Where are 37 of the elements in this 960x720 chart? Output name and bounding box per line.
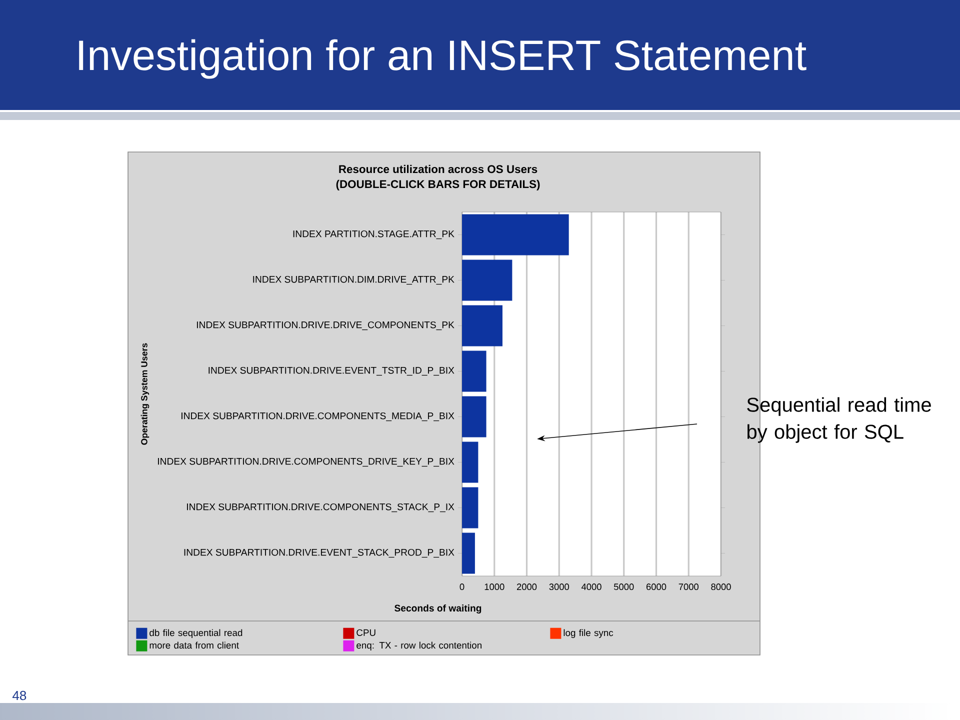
legend-label: log file sync xyxy=(564,629,614,638)
y-tick-label: INDEX SUBPARTITION.DRIVE.COMPONENTS_DRIVE_KEY_P_BIX xyxy=(158,458,454,467)
y-axis-title: Operating System Users xyxy=(140,343,150,445)
bar xyxy=(462,214,569,256)
legend-label: CPU xyxy=(356,629,376,636)
text: 48 xyxy=(12,690,26,700)
y-tick-label: INDEX SUBPARTITION.DRIVE.COMPONENTS_STACK_P_IX xyxy=(187,503,454,512)
bar xyxy=(462,305,502,346)
chart-subtitle: Resource utilization across OS Users xyxy=(339,164,538,174)
bar xyxy=(462,396,486,438)
x-tick-label: 3000 xyxy=(549,584,570,590)
text: (DOUBLE-CLICK BARS FOR DETAILS) xyxy=(336,180,540,190)
x-tick-label: 0 xyxy=(460,584,464,590)
y-tick-label: INDEX SUBPARTITION.DRIVE.EVENT_STACK_PROD_P_BIX xyxy=(184,548,454,558)
x-axis-title: Seconds of waiting xyxy=(394,604,482,614)
text: Sequential read time by object for SQL xyxy=(747,397,931,443)
bar xyxy=(462,350,486,392)
x-tick-label: 1000 xyxy=(484,584,504,590)
x-tick-label: 5000 xyxy=(614,584,634,590)
y-tick-label: INDEX SUBPARTITION.DIM.DRIVE_ATTR_PK xyxy=(253,276,454,285)
y-tick-label: INDEX SUBPARTITION.DRIVE.EVENT_TSTR_ID_P_BIX xyxy=(208,366,454,376)
x-tick-label: 7000 xyxy=(678,584,699,590)
bar xyxy=(462,260,512,301)
x-tick-label: 4000 xyxy=(581,584,602,590)
bar xyxy=(462,442,478,483)
y-tick-label: INDEX PARTITION.STAGE.ATTR_PK xyxy=(293,230,454,240)
legend-label: db file sequential read xyxy=(150,629,242,638)
x-tick-label: 8000 xyxy=(711,584,731,590)
bar xyxy=(462,532,475,574)
legend-label: more data from client xyxy=(150,642,239,649)
bar xyxy=(462,487,478,528)
x-tick-label: 2000 xyxy=(516,584,537,590)
x-tick-label: 6000 xyxy=(646,584,666,590)
legend-label: enq: TX - row lock contention xyxy=(356,642,482,650)
chart-title: Investigation for an INSERT Statement xyxy=(79,39,806,79)
y-tick-label: INDEX SUBPARTITION.DRIVE.COMPONENTS_MEDIA_P_BIX xyxy=(182,412,454,422)
y-tick-label: INDEX SUBPARTITION.DRIVE.DRIVE_COMPONENTS_PK xyxy=(196,321,454,330)
